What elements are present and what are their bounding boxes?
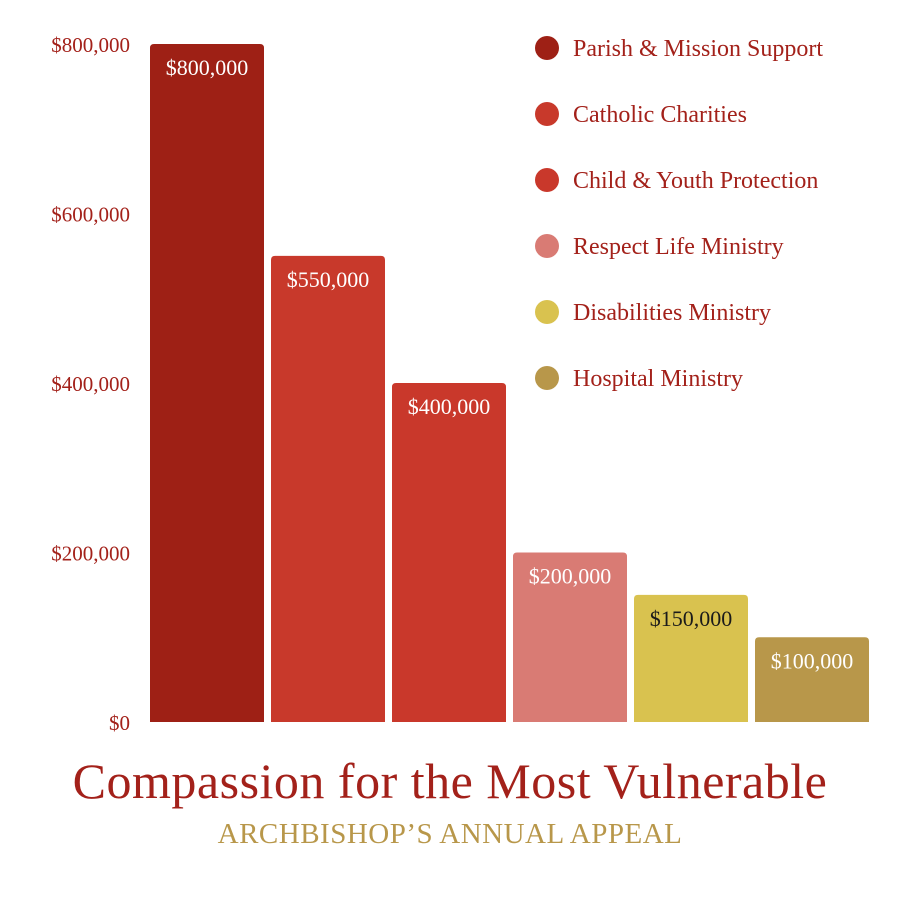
bar — [271, 255, 385, 722]
y-tick-label: $800,000 — [51, 33, 130, 57]
legend-swatch — [535, 102, 559, 126]
legend-swatch — [535, 36, 559, 60]
chart-subtitle: ARCHBISHOP’S ANNUAL APPEAL — [217, 818, 683, 850]
legend-label: Catholic Charities — [573, 102, 747, 128]
y-tick-label: $0 — [109, 711, 130, 735]
bar-value-label: $800,000 — [166, 55, 249, 80]
legend-swatch — [535, 366, 559, 390]
legend-label: Disabilities Ministry — [573, 300, 771, 326]
legend-swatch — [535, 168, 559, 192]
bar — [755, 637, 869, 722]
legend-swatch — [535, 300, 559, 324]
bar-value-label: $150,000 — [650, 606, 733, 631]
bar-value-label: $100,000 — [771, 648, 854, 673]
bar — [513, 552, 627, 722]
legend: Parish & Mission Support Catholic Chariti… — [535, 36, 823, 392]
bar-value-label: $200,000 — [529, 564, 612, 589]
y-tick-label: $600,000 — [51, 203, 130, 227]
legend-label: Parish & Mission Support — [573, 36, 823, 62]
y-axis: $0 $200,000 $400,000 $600,000 $800,000 — [51, 33, 130, 735]
legend-label: Hospital Ministry — [573, 366, 743, 392]
legend-swatch — [535, 234, 559, 258]
bar — [634, 594, 748, 722]
bars: $800,000 $550,000 $400,000 $200,000 $150,000… — [150, 44, 869, 722]
chart-title: Compassion for the Most Vulnerable — [72, 753, 828, 809]
y-tick-label: $400,000 — [51, 372, 130, 396]
bar-value-label: $550,000 — [287, 267, 370, 292]
bar-value-label: $400,000 — [408, 394, 491, 419]
bar — [150, 44, 264, 722]
y-tick-label: $200,000 — [51, 542, 130, 566]
legend-label: Child & Youth Protection — [573, 168, 818, 194]
legend-label: Respect Life Ministry — [573, 234, 784, 260]
bar — [392, 383, 506, 722]
